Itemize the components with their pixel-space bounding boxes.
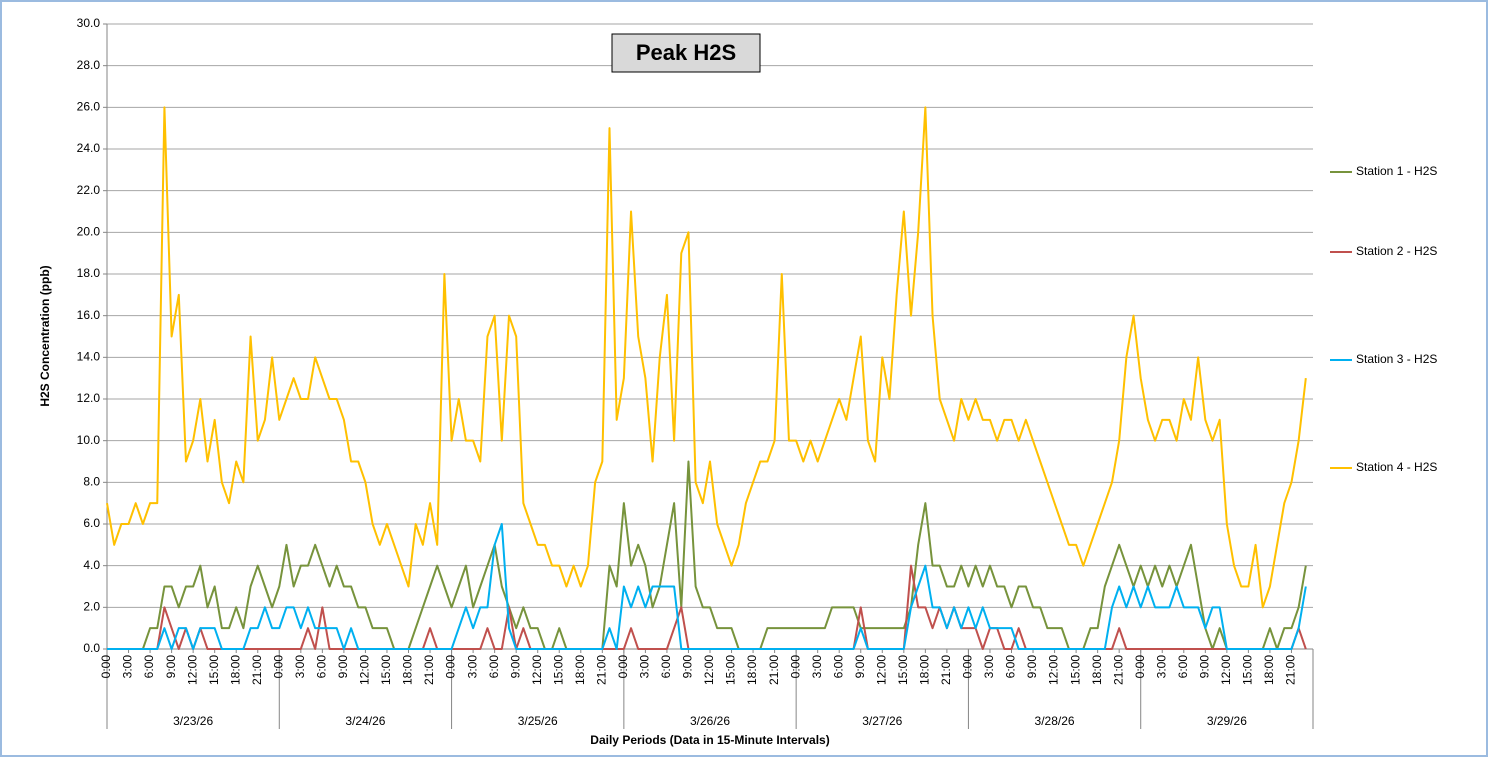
series-line <box>107 523 1307 650</box>
x-tick-label: 12:00 <box>1047 655 1061 685</box>
x-tick-label: 18:00 <box>1262 655 1276 685</box>
x-tick-label: 0:00 <box>99 655 113 679</box>
day-label: 3/23/26 <box>173 714 213 728</box>
day-label: 3/25/26 <box>518 714 558 728</box>
x-tick-label: 6:00 <box>659 655 673 679</box>
day-label: 3/28/26 <box>1035 714 1075 728</box>
day-label: 3/27/26 <box>862 714 902 728</box>
y-tick-label: 12.0 <box>77 391 101 405</box>
x-tick-label: 9:00 <box>681 655 695 679</box>
x-tick-label: 9:00 <box>1025 655 1039 679</box>
y-tick-label: 0.0 <box>83 641 100 655</box>
x-tick-label: 3:00 <box>293 655 307 679</box>
y-tick-label: 24.0 <box>77 141 101 155</box>
x-tick-label: 3:00 <box>810 655 824 679</box>
x-tick-label: 3:00 <box>638 655 652 679</box>
legend-label: Station 3 - H2S <box>1356 352 1437 366</box>
x-tick-label: 12:00 <box>185 655 199 685</box>
y-tick-label: 8.0 <box>83 475 100 489</box>
x-tick-label: 6:00 <box>487 655 501 679</box>
legend-label: Station 1 - H2S <box>1356 164 1437 178</box>
x-tick-label: 15:00 <box>1068 655 1082 685</box>
x-axis-title: Daily Periods (Data in 15-Minute Interva… <box>590 733 829 747</box>
x-tick-label: 9:00 <box>1197 655 1211 679</box>
x-tick-label: 21:00 <box>939 655 953 685</box>
y-tick-label: 6.0 <box>83 516 100 530</box>
chart-title: Peak H2S <box>636 40 736 65</box>
x-tick-label: 6:00 <box>1004 655 1018 679</box>
x-tick-label: 0:00 <box>788 655 802 679</box>
y-tick-label: 16.0 <box>77 308 101 322</box>
x-tick-label: 15:00 <box>1241 655 1255 685</box>
x-tick-label: 18:00 <box>228 655 242 685</box>
day-label: 3/24/26 <box>345 714 385 728</box>
x-tick-label: 9:00 <box>164 655 178 679</box>
x-tick-label: 6:00 <box>1176 655 1190 679</box>
x-tick-label: 15:00 <box>207 655 221 685</box>
y-tick-label: 2.0 <box>83 600 100 614</box>
legend-label: Station 4 - H2S <box>1356 460 1437 474</box>
x-tick-label: 3:00 <box>121 655 135 679</box>
y-tick-label: 22.0 <box>77 183 101 197</box>
plot-lines <box>106 106 1307 650</box>
x-tick-label: 0:00 <box>1133 655 1147 679</box>
x-tick-label: 21:00 <box>1111 655 1125 685</box>
y-tick-label: 20.0 <box>77 225 101 239</box>
x-tick-label: 0:00 <box>616 655 630 679</box>
x-tick-label: 15:00 <box>724 655 738 685</box>
y-axis-title: H2S Concentration (ppb) <box>38 265 52 406</box>
y-tick-label: 18.0 <box>77 266 101 280</box>
x-tick-label: 0:00 <box>961 655 975 679</box>
day-label: 3/26/26 <box>690 714 730 728</box>
x-tick-label: 6:00 <box>831 655 845 679</box>
x-tick-label: 3:00 <box>465 655 479 679</box>
x-tick-label: 3:00 <box>982 655 996 679</box>
x-tick-label: 9:00 <box>336 655 350 679</box>
x-tick-label: 21:00 <box>250 655 264 685</box>
x-tick-label: 15:00 <box>896 655 910 685</box>
x-tick-label: 18:00 <box>573 655 587 685</box>
x-tick-label: 18:00 <box>918 655 932 685</box>
x-tick-label: 0:00 <box>271 655 285 679</box>
x-tick-label: 12:00 <box>358 655 372 685</box>
title-box <box>611 33 761 73</box>
x-tick-label: 21:00 <box>767 655 781 685</box>
x-tick-label: 21:00 <box>1284 655 1298 685</box>
y-tick-label: 14.0 <box>77 350 101 364</box>
x-tick-label: 21:00 <box>594 655 608 685</box>
x-tick-label: 6:00 <box>142 655 156 679</box>
series-line <box>107 460 1307 650</box>
x-tick-label: 9:00 <box>853 655 867 679</box>
x-tick-label: 18:00 <box>1090 655 1104 685</box>
x-tick-label: 15:00 <box>551 655 565 685</box>
y-tick-label: 30.0 <box>77 16 101 30</box>
x-tick-label: 9:00 <box>508 655 522 679</box>
x-tick-label: 6:00 <box>315 655 329 679</box>
x-tick-label: 12:00 <box>702 655 716 685</box>
x-tick-label: 18:00 <box>401 655 415 685</box>
x-tick-label: 12:00 <box>530 655 544 685</box>
x-tick-label: 0:00 <box>444 655 458 679</box>
x-tick-label: 18:00 <box>745 655 759 685</box>
day-label: 3/29/26 <box>1207 714 1247 728</box>
series-line <box>106 106 1307 609</box>
y-tick-label: 4.0 <box>83 558 100 572</box>
x-tick-label: 3:00 <box>1154 655 1168 679</box>
x-tick-label: 21:00 <box>422 655 436 685</box>
legend-label: Station 2 - H2S <box>1356 244 1437 258</box>
y-tick-label: 10.0 <box>77 433 101 447</box>
y-tick-label: 26.0 <box>77 100 101 114</box>
y-tick-label: 28.0 <box>77 58 101 72</box>
x-tick-label: 12:00 <box>1219 655 1233 685</box>
x-tick-label: 15:00 <box>379 655 393 685</box>
x-tick-label: 12:00 <box>874 655 888 685</box>
